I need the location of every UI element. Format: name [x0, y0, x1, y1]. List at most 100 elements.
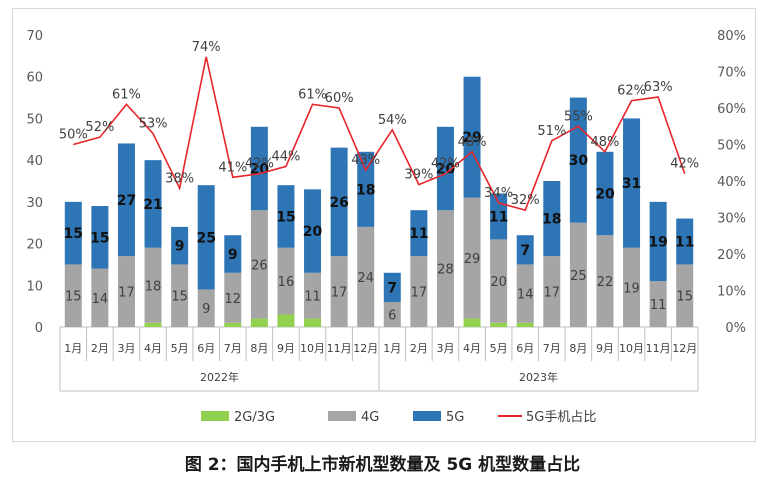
ratio-value-label: 52%	[85, 120, 114, 135]
x-tick-label: 1月	[64, 342, 82, 355]
bar-value-label-5g: 9	[228, 247, 238, 263]
legend-swatch	[328, 411, 356, 421]
y-left-tick-label: 20	[26, 238, 43, 253]
ratio-value-label: 38%	[165, 171, 194, 186]
bar-value-label-5g: 15	[276, 209, 295, 225]
ratio-value-label: 50%	[59, 128, 88, 143]
ratio-line	[73, 56, 686, 212]
bar-value-label-5g: 9	[175, 239, 185, 255]
y-right-tick-label: 20%	[717, 248, 746, 263]
bar-value-label-4g: 17	[118, 286, 135, 301]
bar-5g	[304, 189, 322, 273]
bar-value-label-5g: 20	[436, 161, 456, 177]
ratio-value-label: 48%	[458, 135, 487, 150]
bar-4g	[197, 289, 215, 327]
bar-4g	[649, 281, 667, 327]
bar-4g	[171, 264, 189, 327]
bar-5g	[357, 151, 375, 227]
y-left-tick-label: 0	[35, 321, 43, 336]
bar-value-label-4g: 16	[278, 275, 295, 290]
y-left-tick-label: 30	[26, 196, 43, 211]
x-tick-label: 4月	[463, 342, 481, 355]
x-tick-label: 5月	[490, 342, 508, 355]
bar-4g	[676, 264, 694, 327]
bar-value-label-5g: 11	[409, 226, 428, 242]
x-tick-label: 5月	[171, 342, 189, 355]
bar-4g	[623, 247, 641, 327]
bar-value-label-4g: 9	[202, 302, 210, 317]
bar-value-label-5g: 7	[520, 243, 530, 259]
bar-2g-3g	[224, 322, 242, 327]
x-tick-label: 12月	[672, 342, 697, 355]
ratio-value-label: 74%	[192, 40, 221, 55]
bar-value-label-4g: 28	[437, 263, 454, 278]
bar-5g	[543, 181, 561, 257]
ratio-value-label: 51%	[537, 124, 566, 139]
bar-value-label-4g: 26	[251, 258, 268, 273]
bar-4g	[516, 264, 534, 323]
bar-2g-3g	[144, 322, 162, 327]
x-tick-label: 6月	[516, 342, 534, 355]
bar-value-label-4g: 12	[225, 292, 242, 307]
ratio-value-label: 61%	[298, 87, 327, 102]
ratio-value-label: 62%	[617, 84, 646, 99]
ratio-value-label: 42%	[431, 157, 460, 172]
x-tick-label: 7月	[224, 342, 242, 355]
bar-value-label-4g: 14	[92, 292, 109, 307]
y-left-tick-label: 10	[26, 279, 43, 294]
bar-4g	[596, 235, 614, 327]
bar-value-label-5g: 18	[356, 182, 375, 198]
x-tick-label: 11月	[646, 342, 671, 355]
bar-4g	[569, 222, 587, 327]
bar-value-label-5g: 20	[595, 187, 615, 203]
x-group-label: 2022年	[200, 370, 239, 384]
bar-value-label-5g: 30	[569, 153, 589, 169]
bar-value-label-4g: 11	[304, 290, 321, 305]
bar-5g	[596, 151, 614, 236]
bar-value-label-5g: 19	[648, 234, 667, 250]
bar-4g	[224, 272, 242, 323]
bar-2g-3g	[250, 318, 268, 327]
y-right-tick-label: 10%	[717, 285, 746, 300]
x-tick-label: 3月	[117, 342, 135, 355]
bar-2g-3g	[277, 314, 295, 327]
ratio-value-label: 60%	[325, 91, 354, 106]
y-left-tick-label: 70	[26, 29, 43, 44]
y-left-tick-label: 60	[26, 71, 43, 86]
bar-value-label-4g: 17	[331, 286, 348, 301]
bar-value-label-4g: 6	[388, 308, 396, 323]
chart-svg: 0 10 20 30 40 50 60 70 0% 10% 20% 30% 40% 50% 60% 70% 80…	[26, 29, 746, 425]
ratio-line-layer	[73, 56, 686, 212]
y-right-tick-label: 40%	[717, 175, 746, 190]
bars-layer	[64, 76, 694, 327]
legend-swatch	[413, 411, 441, 421]
bar-4g	[64, 264, 82, 327]
x-tick-label: 9月	[277, 342, 295, 355]
y-right-tick-label: 80%	[717, 29, 746, 44]
bar-value-label-5g: 31	[622, 176, 641, 192]
ratio-value-label: 41%	[218, 160, 247, 175]
bar-value-label-5g: 11	[489, 209, 508, 225]
bar-5g	[277, 185, 295, 248]
x-tick-label: 8月	[569, 342, 587, 355]
x-tick-label: 11月	[327, 342, 352, 355]
x-tick-label: 1月	[383, 342, 401, 355]
bar-4g	[91, 268, 109, 327]
bar-5g	[649, 201, 667, 282]
ratio-value-label: 32%	[511, 193, 540, 208]
bar-value-label-5g: 18	[542, 212, 561, 228]
x-tick-label: 3月	[436, 342, 454, 355]
figure-caption: 图 2：国内手机上市新机型数量及 5G 机型数量占比	[184, 455, 581, 475]
bar-4g	[250, 210, 268, 319]
bar-5g	[330, 147, 348, 257]
bar-value-label-5g: 26	[329, 195, 348, 211]
bar-value-label-4g: 14	[517, 288, 534, 303]
bar-labels-layer: 15 15 14 15 17 27 18 21 15 9 9 25 12 9 26 20 16 15 11 20 17 2…	[64, 130, 695, 323]
y-right-tick-label: 70%	[717, 66, 746, 81]
chart-frame: 0 10 20 30 40 50 60 70 0% 10% 20% 30% 40% 50% 60% 70% 80…	[12, 8, 756, 442]
bar-value-label-4g: 19	[623, 281, 640, 296]
bar-value-label-5g: 11	[675, 234, 694, 250]
bar-5g	[623, 118, 641, 248]
bar-5g	[250, 126, 268, 211]
ratio-value-label: 44%	[272, 149, 301, 164]
